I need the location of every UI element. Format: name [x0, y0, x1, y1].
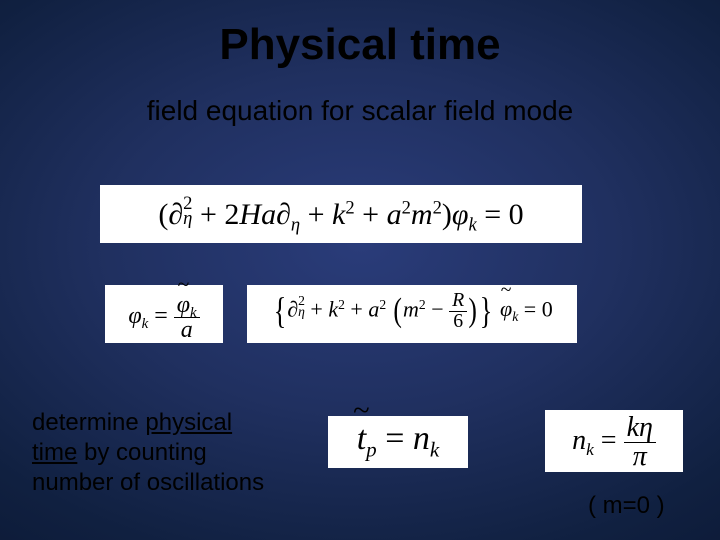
determine-text-block: determine physical time by counting numb…	[32, 408, 264, 498]
eq2b-a: a	[368, 296, 379, 321]
eq2a-phitilde: φ	[177, 293, 190, 317]
title-text: Physical time	[219, 20, 500, 69]
eq3-eq: =	[377, 420, 413, 457]
eq2b-minus: −	[426, 296, 449, 321]
eq2b-d: ∂	[287, 296, 298, 321]
slide-subtitle: field equation for scalar field mode	[0, 95, 720, 127]
eq1-d1-sub: η	[183, 212, 192, 227]
eq1-d2: ∂	[276, 198, 291, 231]
det-l2a: time	[32, 439, 77, 466]
equation-field-main: (∂2η + 2Ha∂η + k2 + a2m2)φk = 0	[100, 185, 582, 243]
det-l2b: by counting	[77, 439, 206, 466]
equation-tp: tp = nk	[328, 416, 468, 468]
eq2b-rbrace: }	[479, 293, 492, 330]
equation-nk: nk = kηπ	[545, 410, 683, 472]
eq3-p: p	[366, 437, 377, 461]
m0-text: ( m=0 )	[588, 492, 665, 519]
eq3-k: k	[430, 437, 439, 461]
eq1-lparen: (	[158, 198, 168, 231]
eq2b-eq0: = 0	[518, 296, 552, 321]
det-l1a: determine	[32, 409, 145, 436]
eq1-plus1: +	[192, 198, 224, 231]
eq2b-eta: η	[298, 307, 305, 318]
eq4-k: k	[586, 440, 594, 459]
slide-title: Physical time	[0, 0, 720, 71]
eq4-n: n	[572, 425, 586, 456]
eq1-k2: 2	[345, 198, 354, 219]
eq1-eq0: = 0	[477, 198, 524, 231]
equation-transformed: {∂2η + k2 + a2 (m2 − R6)} φk = 0	[247, 285, 577, 343]
eq2b-plus2: +	[345, 296, 368, 321]
eq3-n: n	[413, 420, 430, 457]
eq2b-phitilde: φ	[500, 298, 512, 320]
det-l3: number of oscillations	[32, 469, 264, 496]
eq1-d2-eta: η	[291, 214, 300, 235]
eq2b-rparen: )	[469, 294, 478, 328]
eq1-2: 2	[224, 198, 239, 231]
eq2b-6: 6	[449, 311, 467, 332]
det-l1b: physical	[145, 409, 232, 436]
eq1-rparen: )	[442, 198, 452, 231]
eq2a-phi: φ	[128, 303, 141, 329]
eq1-phi: φ	[452, 198, 469, 231]
eq4-eta: η	[639, 412, 653, 443]
eq2b-lparen: (	[393, 294, 402, 328]
eq2a-eq: =	[148, 303, 174, 329]
eq2b-k: k	[328, 296, 338, 321]
subtitle-text: field equation for scalar field mode	[147, 95, 573, 126]
eq2b-plus1: +	[305, 296, 328, 321]
eq4-kk: k	[627, 412, 639, 443]
eq1-plus2: +	[300, 198, 332, 231]
eq1-k: k	[332, 198, 345, 231]
eq1-phi-k: k	[468, 214, 476, 235]
eq1-d1: ∂	[168, 198, 183, 231]
eq4-pi: π	[633, 441, 647, 472]
eq2b-R: R	[449, 291, 467, 311]
eq2b-m: m	[403, 296, 419, 321]
m-equals-zero-note: ( m=0 )	[588, 492, 665, 520]
eq1-a2: a	[387, 198, 402, 231]
eq1-a1: a	[261, 198, 276, 231]
eq1-a2sq: 2	[402, 198, 411, 219]
eq2b-lbrace: {	[274, 293, 287, 330]
eq1-m2: 2	[433, 198, 442, 219]
equation-phi-def: φk = φka	[105, 285, 223, 343]
eq1-m: m	[411, 198, 433, 231]
eq3-t: t	[357, 422, 366, 456]
eq1-H: H	[239, 198, 261, 231]
eq4-eq: =	[594, 425, 624, 456]
eq1-plus3: +	[355, 198, 387, 231]
